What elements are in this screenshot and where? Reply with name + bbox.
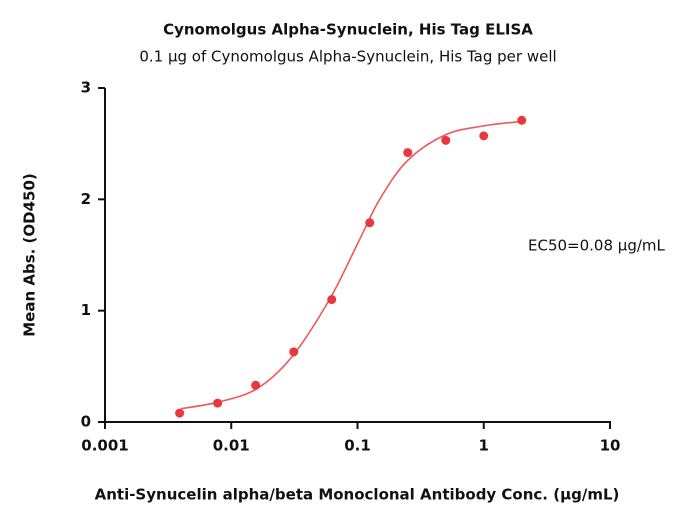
y-tick-label: 3 [81, 79, 91, 97]
data-point [365, 218, 375, 228]
y-axis-label: Mean Abs. (OD450) [21, 173, 39, 337]
x-tick-label: 1 [479, 437, 489, 455]
fit-curve [180, 120, 522, 410]
data-point [175, 408, 185, 418]
y-tick-label: 1 [81, 301, 91, 319]
x-tick-label: 0.001 [81, 437, 128, 455]
annotation: EC50=0.08 µg/mL [528, 237, 666, 255]
data-point [479, 131, 489, 141]
x-tick-label: 0.1 [344, 437, 371, 455]
x-tick-label: 10 [600, 437, 621, 455]
data-point [213, 398, 223, 408]
data-point [441, 135, 451, 145]
y-tick-label: 2 [81, 190, 91, 208]
x-tick-label: 0.01 [213, 437, 250, 455]
x-axis-label: Anti-Synucelin alpha/beta Monoclonal Ant… [95, 486, 620, 504]
data-point [251, 380, 261, 390]
data-point [517, 115, 527, 125]
data-point [289, 347, 299, 357]
chart-title: Cynomolgus Alpha-Synuclein, His Tag ELIS… [163, 21, 533, 39]
y-tick-label: 0 [81, 413, 91, 431]
data-point [403, 148, 413, 158]
chart-subtitle: 0.1 µg of Cynomolgus Alpha-Synuclein, Hi… [139, 48, 556, 66]
data-point [327, 295, 337, 305]
